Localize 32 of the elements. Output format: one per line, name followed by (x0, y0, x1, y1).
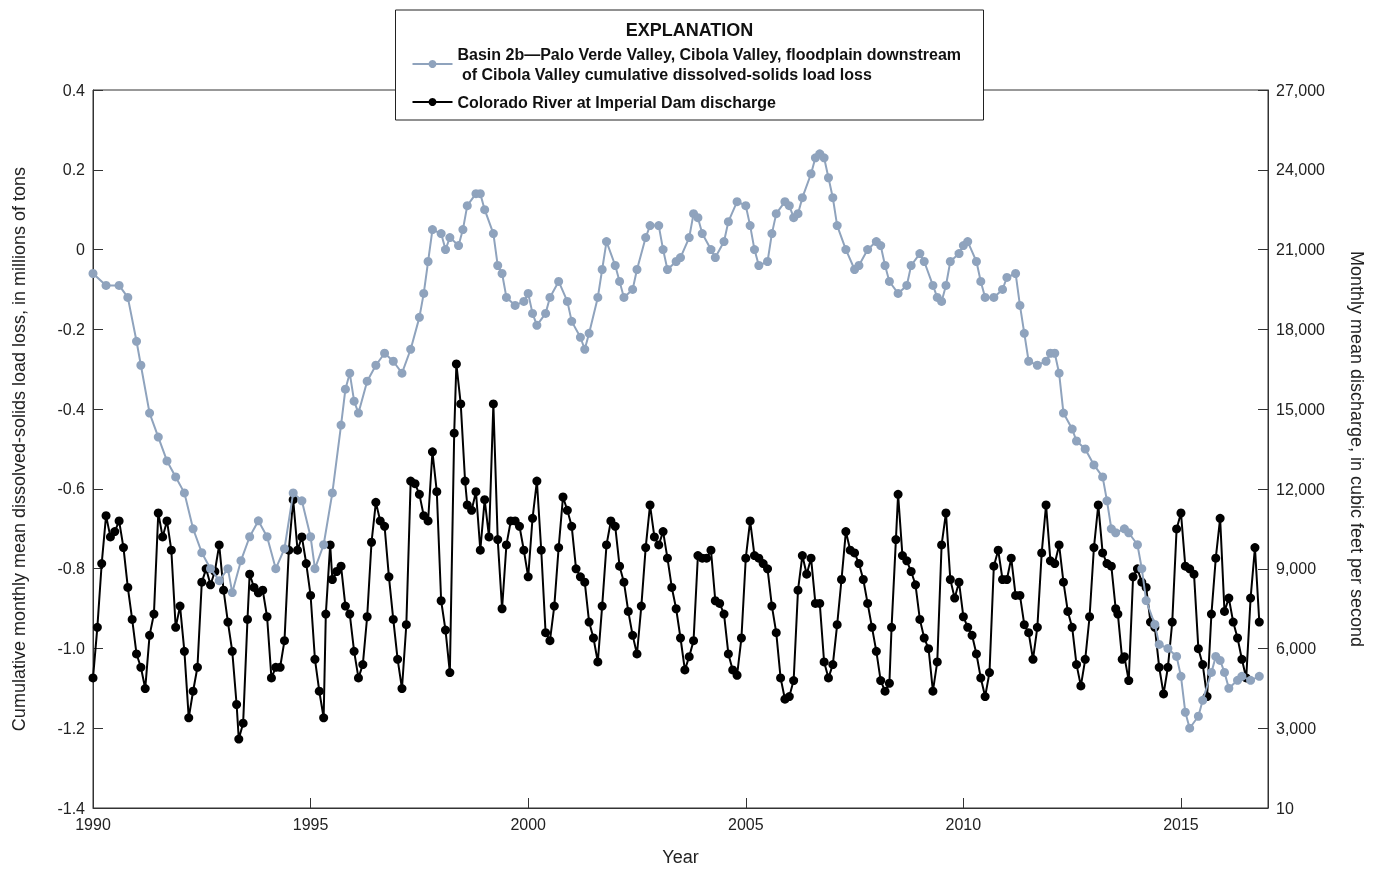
y-tick-label: 0.4 (62, 81, 86, 99)
legend-label: Colorado River at Imperial Dam discharge (457, 93, 776, 111)
x-tick-label: 2010 (945, 815, 982, 833)
y2-tick-label: 9,000 (1276, 560, 1317, 578)
legend-title: EXPLANATION (625, 20, 754, 40)
y2-tick-label: 10 (1276, 799, 1294, 817)
y2-tick-label: 3,000 (1276, 719, 1317, 737)
x-tick-label: 2015 (1163, 815, 1199, 833)
y-tick-label: -0.8 (57, 560, 86, 578)
y2-tick-label: 24,000 (1276, 161, 1326, 179)
x-tick-label: 2005 (727, 815, 764, 833)
y-tick-label: -0.6 (57, 480, 86, 498)
y-tick-label: -1.2 (57, 719, 86, 737)
y-tick-label: -1.4 (57, 799, 86, 817)
y-tick-label: 0.2 (62, 161, 86, 179)
x-tick-label: 2000 (510, 815, 547, 833)
x-tick-label: 1990 (75, 815, 111, 833)
y-tick-label: -0.2 (57, 320, 86, 338)
y-tick-label: -1.0 (57, 639, 86, 657)
y2-tick-label: 18,000 (1276, 320, 1326, 338)
y2-tick-label: 12,000 (1276, 480, 1326, 498)
y2-axis-title: Monthly mean discharge, in cubic feet per second (1347, 250, 1367, 648)
y-tick-label: 0 (76, 241, 86, 259)
y2-tick-label: 21,000 (1276, 241, 1326, 259)
y-tick-label: -0.4 (57, 400, 86, 418)
y2-tick-label: 15,000 (1276, 400, 1326, 418)
y-axis-title: Cumulative monthly mean dissolved-solids load loss, in millions of tons (9, 166, 29, 732)
legend-label: Basin 2b—Palo Verde Valley, Cibola Valley, floodplain downstream of Cibola Valley cumulative dissolved-solids load loss (457, 45, 962, 83)
x-axis-title: Year (662, 847, 699, 867)
y2-tick-label: 6,000 (1276, 640, 1317, 658)
y2-tick-label: 27,000 (1276, 81, 1326, 99)
x-tick-label: 1995 (292, 815, 329, 833)
